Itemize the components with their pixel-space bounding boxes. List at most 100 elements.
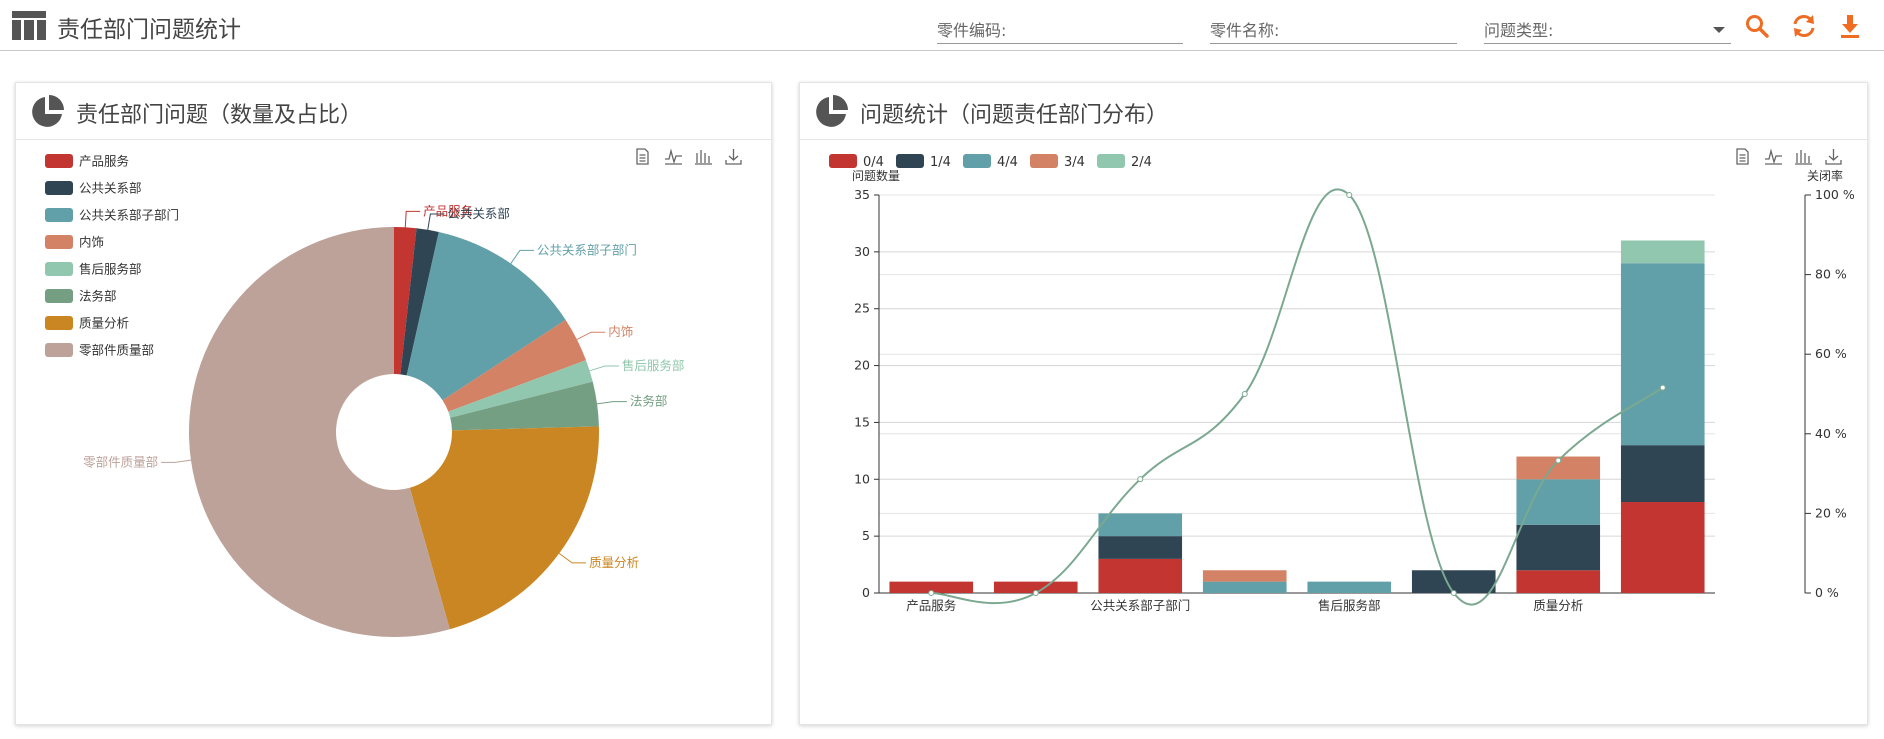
card-header: 问题统计（问题责任部门分布） xyxy=(800,83,1867,140)
pie-slice[interactable] xyxy=(406,231,566,401)
legend-swatch[interactable] xyxy=(45,154,73,168)
legend-label[interactable]: 质量分析 xyxy=(79,316,129,331)
problem-statistics-card: 问题统计（问题责任部门分布） 0/4 1/4 4/4 3/4 2/4 问题数量 关闭率 0 5 1… xyxy=(799,82,1868,725)
save-image-icon[interactable] xyxy=(1825,149,1842,165)
pie-chart-icon xyxy=(32,95,64,127)
legend-swatch[interactable] xyxy=(45,343,73,357)
part-name-input[interactable] xyxy=(1210,18,1457,42)
bar-segment[interactable] xyxy=(1307,581,1392,593)
bar-segment[interactable] xyxy=(1516,570,1601,593)
bar-segment[interactable] xyxy=(1620,502,1705,593)
legend-swatch[interactable] xyxy=(1030,154,1058,168)
chevron-down-icon[interactable] xyxy=(1713,27,1725,33)
part-code-input[interactable] xyxy=(937,18,1183,42)
download-icon[interactable] xyxy=(1837,13,1863,39)
bar-chart-icon[interactable] xyxy=(695,150,712,165)
bar-segment[interactable] xyxy=(1516,524,1601,571)
y-tick-label: 30 xyxy=(854,244,870,259)
line-chart-icon[interactable] xyxy=(1765,148,1782,165)
save-image-icon[interactable] xyxy=(725,149,742,165)
line-point[interactable] xyxy=(1032,590,1039,596)
stacked-bar-chart: 0/4 1/4 4/4 3/4 2/4 问题数量 关闭率 0 5 10 15 20 25 30 35 0 % 2… xyxy=(829,148,1855,613)
bar-segment[interactable] xyxy=(993,581,1078,593)
bar-segment[interactable] xyxy=(1098,536,1183,559)
legend-label[interactable]: 1/4 xyxy=(930,155,951,170)
label-line xyxy=(427,213,445,230)
legend-label[interactable]: 产品服务 xyxy=(79,154,129,169)
pie-slice[interactable] xyxy=(448,360,593,418)
pie-slice[interactable] xyxy=(409,426,599,630)
pie-slice[interactable] xyxy=(394,227,417,375)
label-line xyxy=(404,210,421,228)
department-problem-card: 责任部门问题（数量及占比） 产品服务 公共关系部 公共关系部子部门 内饰 售后服务部 法务… xyxy=(15,82,772,725)
legend-label[interactable]: 3/4 xyxy=(1064,155,1085,170)
legend-swatch[interactable] xyxy=(45,208,73,222)
legend-swatch[interactable] xyxy=(45,289,73,303)
legend-label[interactable]: 0/4 xyxy=(863,155,884,170)
label-line xyxy=(510,249,534,264)
bar-segment[interactable] xyxy=(1098,558,1183,593)
line-chart-icon[interactable] xyxy=(665,148,682,165)
y2-tick-label: 0 % xyxy=(1815,585,1839,600)
legend-swatch[interactable] xyxy=(829,154,857,168)
legend-swatch[interactable] xyxy=(896,154,924,168)
bar-segment[interactable] xyxy=(1620,263,1705,446)
legend-label[interactable]: 4/4 xyxy=(997,155,1018,170)
data-view-icon[interactable] xyxy=(636,148,649,165)
pie-slice[interactable] xyxy=(442,319,586,412)
page-title: 责任部门问题统计 xyxy=(57,17,241,43)
line-point[interactable] xyxy=(1346,192,1353,198)
pie-slice[interactable] xyxy=(189,227,450,637)
legend-label[interactable]: 内饰 xyxy=(79,235,104,250)
y-tick-label: 35 xyxy=(854,187,870,202)
pie-slice[interactable] xyxy=(450,381,599,431)
pie-slice[interactable] xyxy=(400,228,439,376)
problem-type-select[interactable] xyxy=(1484,18,1731,42)
bar-segment[interactable] xyxy=(1516,479,1601,525)
pie-chart-icon xyxy=(816,95,848,127)
legend-label[interactable]: 2/4 xyxy=(1131,155,1152,170)
legend-swatch[interactable] xyxy=(45,262,73,276)
legend-label[interactable]: 法务部 xyxy=(79,289,117,304)
slice-label: 零部件质量部 xyxy=(83,454,158,469)
legend-swatch[interactable] xyxy=(45,316,73,330)
refresh-icon[interactable] xyxy=(1791,13,1817,39)
card-title: 问题统计（问题责任部门分布） xyxy=(860,103,1169,128)
y-axis-title: 问题数量 xyxy=(852,168,900,183)
legend-swatch[interactable] xyxy=(963,154,991,168)
bar-segment[interactable] xyxy=(1516,456,1601,480)
search-icon[interactable] xyxy=(1744,13,1770,39)
y-tick-label: 15 xyxy=(854,414,870,429)
problem-type-filter[interactable] xyxy=(1484,18,1731,44)
bar-segment[interactable] xyxy=(889,581,974,593)
line-point[interactable] xyxy=(1555,457,1562,464)
closure-rate-line[interactable] xyxy=(931,188,1664,606)
line-point[interactable] xyxy=(928,590,935,596)
line-point[interactable] xyxy=(1659,384,1666,391)
line-point[interactable] xyxy=(1450,590,1457,596)
legend-label[interactable]: 公共关系部子部门 xyxy=(79,208,179,223)
y2-tick-label: 40 % xyxy=(1815,426,1847,441)
line-point[interactable] xyxy=(1137,476,1144,483)
y2-tick-label: 100 % xyxy=(1815,187,1855,202)
y2-tick-label: 20 % xyxy=(1815,505,1847,520)
slice-label: 产品服务 xyxy=(423,203,473,218)
bar-chart-icon[interactable] xyxy=(1795,150,1812,165)
legend-swatch[interactable] xyxy=(45,181,73,195)
card-body: 0/4 1/4 4/4 3/4 2/4 问题数量 关闭率 0 5 10 15 20 25 30 35 0 % 2… xyxy=(800,140,1867,724)
bar-segment[interactable] xyxy=(1202,570,1287,582)
x-tick-label: 产品服务 xyxy=(906,598,956,613)
legend-label[interactable]: 零部件质量部 xyxy=(79,343,154,358)
legend-label[interactable]: 公共关系部 xyxy=(79,181,142,196)
legend-swatch[interactable] xyxy=(1097,154,1125,168)
data-view-icon[interactable] xyxy=(1736,148,1749,165)
bar-segment[interactable] xyxy=(1202,581,1287,593)
bar-segment[interactable] xyxy=(1620,240,1705,264)
y-tick-label: 5 xyxy=(862,528,870,543)
legend-swatch[interactable] xyxy=(45,235,73,249)
bar-segment[interactable] xyxy=(1411,570,1496,593)
legend-label[interactable]: 售后服务部 xyxy=(79,262,142,277)
bar-segment[interactable] xyxy=(1620,445,1705,503)
bar-segment[interactable] xyxy=(1098,513,1183,537)
line-point[interactable] xyxy=(1241,391,1248,397)
